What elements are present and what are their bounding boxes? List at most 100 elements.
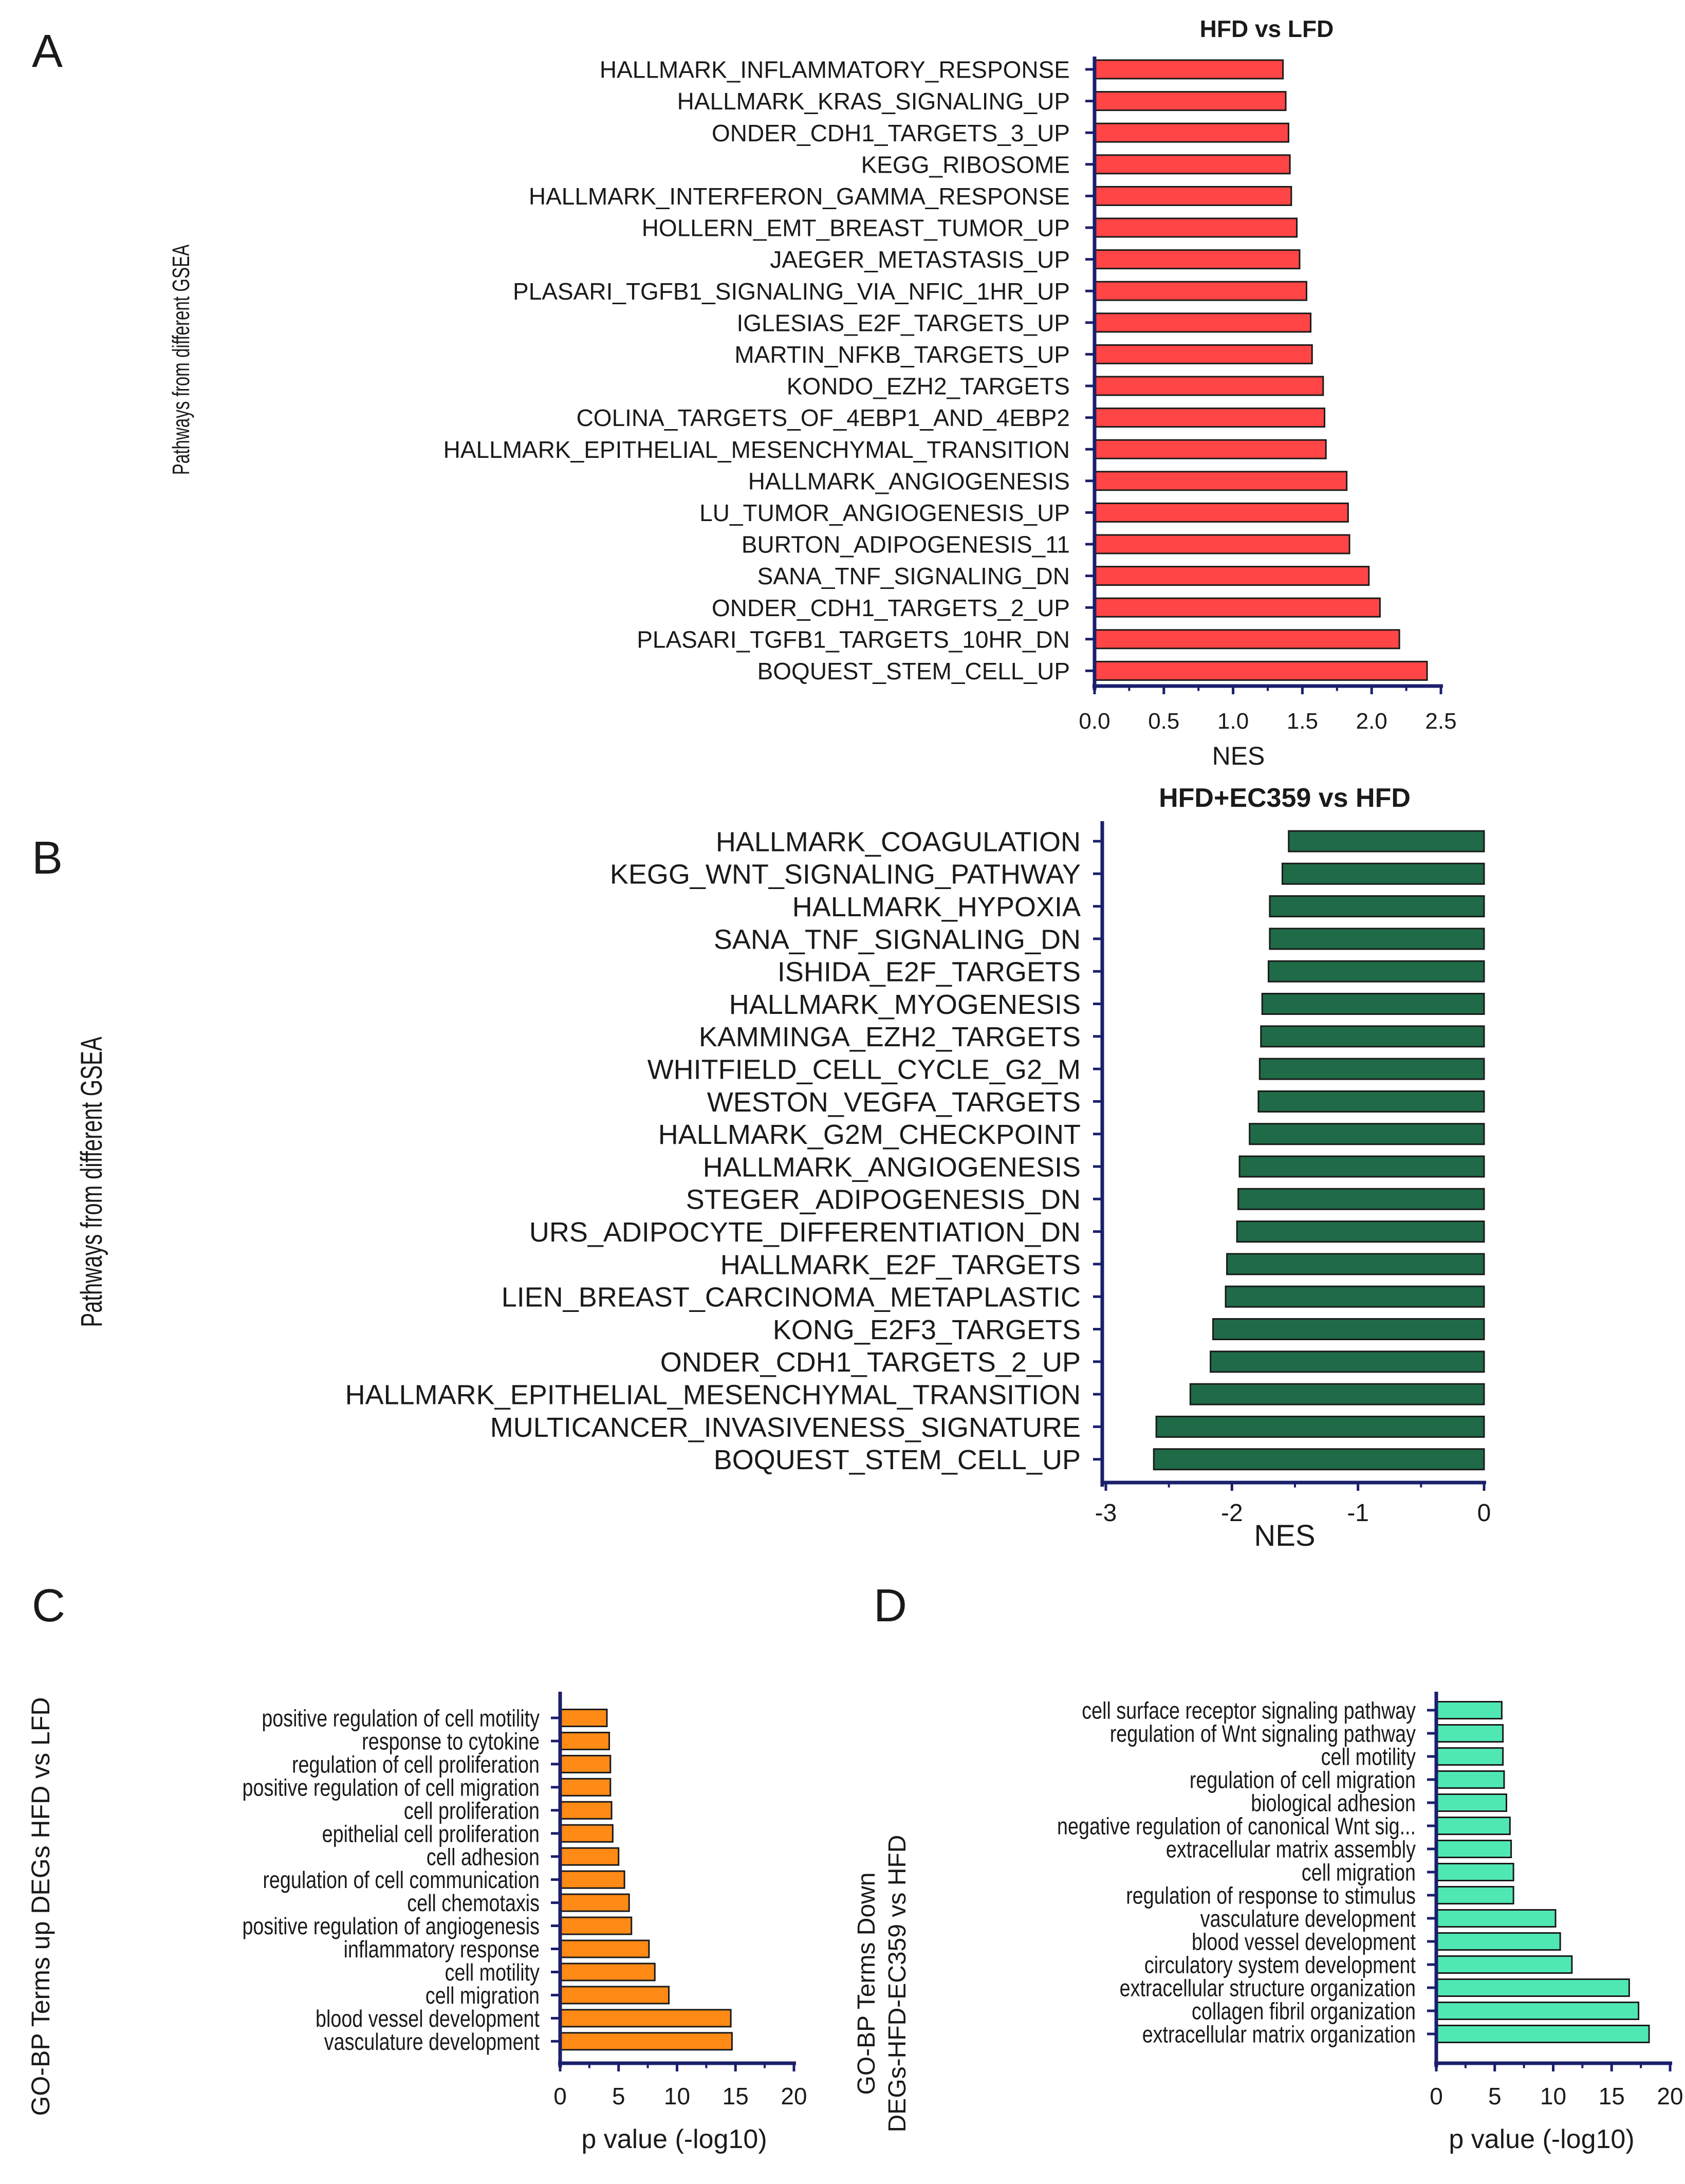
panel-b-bar: [1236, 1220, 1485, 1243]
panel-d-bar: [1435, 2025, 1650, 2043]
panel-d-plot: cell surface receptor signaling pathwayr…: [1057, 1692, 1683, 2109]
panel-a-category-label: BOQUEST_STEM_CELL_UP: [757, 658, 1070, 684]
panel-b-bar: [1153, 1448, 1485, 1471]
panel-b-bar: [1260, 1025, 1485, 1048]
panel-a-bar: [1094, 566, 1370, 586]
panel-b-category-label: HALLMARK_ANGIOGENESIS: [703, 1152, 1081, 1182]
panel-c-category-label: cell migration: [425, 1982, 540, 2008]
panel-b-bar: [1257, 1090, 1485, 1113]
panel-c-bar: [559, 1824, 614, 1843]
panel-c-bar: [559, 1778, 612, 1797]
panel-c-bar: [559, 1916, 633, 1935]
panel-d-bar: [1435, 2002, 1640, 2020]
panel-a-bar: [1094, 217, 1298, 238]
panel-d-category-label: biological adhesion: [1251, 1790, 1416, 1816]
panel-letter-a: A: [32, 26, 63, 77]
panel-b-xlabel: NES: [1254, 1519, 1315, 1552]
panel-c-category-label: cell chemotaxis: [407, 1890, 540, 1916]
panel-d-category-label: cell migration: [1302, 1859, 1416, 1885]
panel-a-category-label: HALLMARK_ANGIOGENESIS: [748, 468, 1070, 494]
panel-d-category-label: cell motility: [1321, 1744, 1416, 1770]
panel-d-category-label: collagen fibril organization: [1192, 1998, 1416, 2024]
panel-b-ylabel: Pathways from different GSEA: [75, 1037, 108, 1327]
panel-d-category-label: negative regulation of canonical Wnt sig…: [1057, 1813, 1416, 1839]
panel-a-bar: [1094, 249, 1301, 270]
panel-d-category-label: vasculature development: [1200, 1905, 1416, 1932]
panel-b-category-label: MULTICANCER_INVASIVENESS_SIGNATURE: [490, 1412, 1081, 1443]
panel-c-category-label: positive regulation of cell migration: [243, 1774, 540, 1801]
panel-c-plot: positive regulation of cell motilityresp…: [242, 1692, 807, 2109]
panel-c-bar: [559, 1801, 613, 1820]
panel-a-bar: [1094, 59, 1284, 80]
panel-letter-b: B: [32, 832, 63, 884]
panel-d-category-label: extracellular matrix assembly: [1166, 1836, 1416, 1862]
panel-d-category-label: cell surface receptor signaling pathway: [1082, 1697, 1416, 1724]
panel-c-category-label: cell adhesion: [427, 1844, 540, 1870]
panel-c-bar: [559, 1939, 650, 1958]
panel-a-xtick-label: 2.0: [1356, 709, 1387, 734]
panel-b-category-label: WESTON_VEGFA_TARGETS: [707, 1087, 1081, 1118]
panel-c-xtick-label: 20: [781, 2083, 807, 2109]
panel-a-bar: [1094, 660, 1428, 681]
panel-c-category-label: cell proliferation: [404, 1798, 540, 1824]
panel-d-xtick-label: 10: [1540, 2083, 1566, 2109]
panel-a-xtick-label: 2.5: [1425, 709, 1456, 734]
panel-b-bar: [1261, 993, 1485, 1015]
panel-a-category-label: KONDO_EZH2_TARGETS: [787, 373, 1070, 400]
panel-b-bar: [1237, 1188, 1485, 1210]
panel-d-bar: [1435, 1840, 1512, 1858]
panel-b-bar: [1269, 895, 1485, 918]
panel-a-bar: [1094, 534, 1350, 554]
panel-a-category-label: HOLLERN_EMT_BREAST_TUMOR_UP: [642, 215, 1070, 242]
panel-a-category-label: COLINA_TARGETS_OF_4EBP1_AND_4EBP2: [577, 404, 1070, 431]
panel-b-category-label: KAMMINGA_EZH2_TARGETS: [699, 1022, 1081, 1052]
panel-c-bar: [559, 1754, 612, 1773]
panel-a-bar: [1094, 91, 1287, 112]
panel-a-xtick-label: 1.5: [1287, 709, 1318, 734]
panel-b: B HFD+EC359 vs HFD NES Pathways from dif…: [32, 783, 1491, 1552]
panel-d-category-label: regulation of Wnt signaling pathway: [1110, 1720, 1416, 1747]
panel-b-category-label: HALLMARK_E2F_TARGETS: [720, 1249, 1081, 1280]
panel-d-xtick-label: 5: [1488, 2083, 1502, 2109]
panel-c-bar: [559, 1709, 608, 1727]
panel-d-category-label: extracellular structure organization: [1120, 1975, 1416, 2001]
panel-a-category-label: LU_TUMOR_ANGIOGENESIS_UP: [699, 499, 1070, 526]
panel-d-xlabel: p value (-log10): [1449, 2124, 1634, 2154]
panel-c-bar: [559, 1870, 625, 1889]
panel-b-xtick-label: -3: [1095, 1500, 1117, 1527]
panel-letter-d: D: [874, 1580, 907, 1632]
panel-a-bar: [1094, 281, 1307, 301]
panel-d-category-label: regulation of cell migration: [1190, 1767, 1416, 1793]
panel-c-category-label: vasculature development: [324, 2028, 540, 2055]
panel-c-category-label: regulation of cell proliferation: [292, 1751, 540, 1778]
panel-d-ylabel-line2: DEGs-HFD-EC359 vs HFD: [884, 1835, 911, 2133]
panel-d-ylabel-line1: GO-BP Terms Down: [853, 1872, 880, 2095]
panel-b-title: HFD+EC359 vs HFD: [1159, 783, 1411, 813]
panel-d-bar: [1435, 1793, 1507, 1812]
panel-d-bar: [1435, 1978, 1630, 1997]
panel-a-category-label: PLASARI_TGFB1_SIGNALING_VIA_NFIC_1HR_UP: [513, 278, 1070, 305]
panel-b-plot: HALLMARK_COAGULATIONKEGG_WNT_SIGNALING_P…: [345, 821, 1491, 1527]
panel-a-bar: [1094, 186, 1292, 206]
panel-d-xtick-label: 20: [1657, 2083, 1683, 2109]
panel-b-category-label: SANA_TNF_SIGNALING_DN: [714, 924, 1081, 955]
panel-a-bar: [1094, 597, 1381, 618]
panel-a-category-label: BURTON_ADIPOGENESIS_11: [742, 531, 1070, 558]
panel-c-bar: [559, 2032, 733, 2051]
panel-a-category-label: HALLMARK_INTERFERON_GAMMA_RESPONSE: [529, 183, 1070, 210]
panel-a-bar: [1094, 344, 1313, 364]
panel-b-bar: [1288, 830, 1485, 853]
panel-a-xtick-label: 0.5: [1148, 709, 1179, 734]
panel-d-bar: [1435, 1886, 1514, 1904]
panel-a-bar: [1094, 502, 1349, 523]
panel-c-bar: [559, 2009, 732, 2028]
panel-a-category-label: MARTIN_NFKB_TARGETS_UP: [734, 341, 1070, 368]
panel-c-xtick-label: 15: [723, 2083, 749, 2109]
panel-a-bar: [1094, 376, 1324, 396]
panel-c-category-label: response to cytokine: [362, 1728, 540, 1754]
panel-b-category-label: KEGG_WNT_SIGNALING_PATHWAY: [610, 859, 1081, 890]
panel-d-bar: [1435, 1701, 1503, 1719]
panel-letter-c: C: [32, 1580, 65, 1632]
panel-b-bar: [1258, 1058, 1485, 1080]
